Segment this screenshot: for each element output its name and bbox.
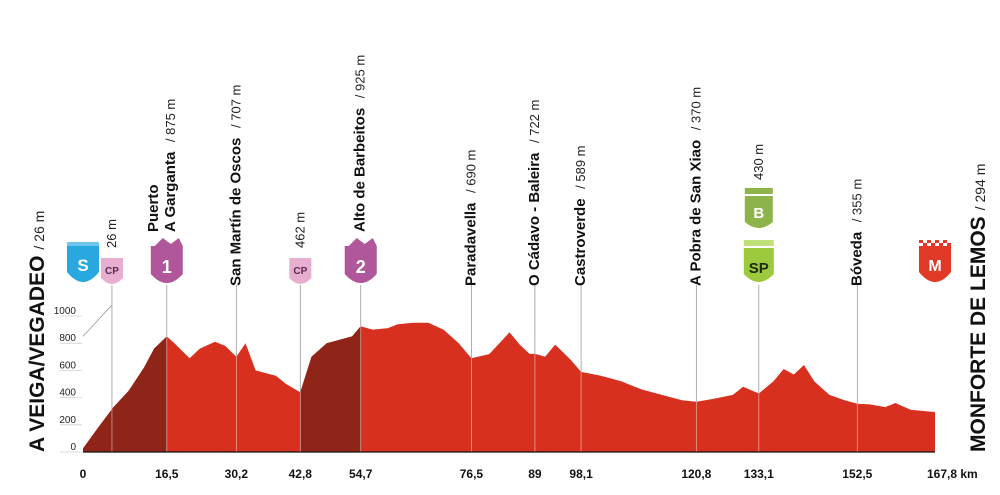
- waypoint-name: Castroverde: [572, 198, 589, 286]
- waypoint-altitude: / 690 m: [463, 150, 478, 197]
- start-altitude: / 26 m: [31, 211, 47, 250]
- start-town-name: A VEIGA/VEGADEO: [26, 256, 49, 452]
- checkpoint-badge-label: CP: [105, 266, 119, 277]
- finish-badge: [919, 246, 951, 282]
- waypoint-name: Bóveda: [848, 231, 865, 286]
- x-tick-label: 30,2: [225, 467, 249, 481]
- waypoint-name: San Martín de Oscos: [227, 138, 244, 286]
- x-tick-label: 133,1: [744, 467, 774, 481]
- finish-flag-check: [919, 240, 923, 243]
- x-tick-label: 76,5: [460, 467, 484, 481]
- x-tick-label: 42,8: [289, 467, 313, 481]
- climb-segment-area: [83, 336, 167, 452]
- profile-area-layer: [83, 322, 935, 452]
- finish-label: MONFORTE DE LEMOS / 294 m: [967, 164, 990, 452]
- sprint-badge: [743, 248, 774, 282]
- elevation-profile-area: [83, 322, 935, 452]
- waypoint-altitude: 26 m: [104, 219, 119, 248]
- waypoint-label: 430 m: [751, 144, 766, 180]
- waypoint-name: Paradavella: [462, 202, 479, 286]
- waypoint-label: 462 m: [292, 212, 307, 248]
- x-tick-label: 98,1: [569, 467, 593, 481]
- badge-layer: S CP 1 CP 2 B SP M: [67, 188, 951, 284]
- finish-badge-label: M: [928, 258, 941, 275]
- checkpoint-badge: [289, 258, 312, 284]
- finish-flag-check: [943, 240, 947, 243]
- x-tick-label: 0: [80, 467, 87, 481]
- climb-badge: [344, 246, 377, 283]
- climb-badge-label: 1: [162, 257, 172, 277]
- waypoint-name-line2: A Garganta: [162, 151, 179, 232]
- sprint-badge-top: [743, 240, 774, 246]
- waypoint-label: Bóveda / 355 m: [848, 179, 865, 286]
- waypoint-altitude: / 589 m: [573, 145, 588, 192]
- bonus-badge-top: [744, 188, 773, 194]
- climb-badge-peak: [154, 238, 183, 246]
- checkpoint-badge-label: CP: [293, 266, 307, 277]
- y-tick-label: 800: [59, 333, 76, 344]
- x-tick-label: 152,5: [842, 467, 872, 481]
- waypoint-label: O Cádavo - Baleira / 722 m: [526, 100, 543, 286]
- x-tick-label: 16,5: [155, 467, 179, 481]
- waypoint-label: Paradavella / 690 m: [462, 150, 479, 286]
- endpoint-label-layer: A VEIGA/VEGADEO / 26 m MONFORTE DE LEMOS / …: [26, 164, 990, 452]
- waypoint-altitude: 430 m: [751, 144, 766, 180]
- y-tick-label: 200: [59, 415, 76, 426]
- finish-flag-check: [923, 243, 927, 246]
- bonus-badge-label: B: [753, 205, 764, 222]
- start-label: A VEIGA/VEGADEO / 26 m: [26, 211, 49, 452]
- y-tick-label: 600: [59, 360, 76, 371]
- waypoint-altitude: / 707 m: [228, 85, 243, 132]
- waypoint-altitude: / 875 m: [163, 99, 178, 146]
- waypoint-altitude: / 355 m: [849, 179, 864, 226]
- finish-altitude: / 294 m: [972, 164, 988, 211]
- waypoint-name: A Pobra de San Xiao: [687, 140, 704, 286]
- waypoint-label: Castroverde / 589 m: [572, 145, 589, 286]
- y-tick-label: 0: [70, 442, 76, 453]
- waypoint-name: O Cádavo - Baleira: [526, 152, 543, 286]
- waypoint-lines-layer: [111, 285, 858, 452]
- waypoint-label: PuertoA Garganta / 875 m: [145, 99, 179, 232]
- finish-town-name: MONFORTE DE LEMOS: [967, 216, 990, 452]
- waypoint-label: Alto de Barbeitos / 925 m: [352, 55, 369, 232]
- climb-badge: [150, 246, 183, 283]
- climb-badge-label: 2: [356, 257, 366, 277]
- waypoint-name: Puerto: [145, 184, 162, 232]
- start-badge-label: S: [77, 256, 88, 275]
- start-badge-top: [67, 242, 99, 246]
- axis-layer: 0 16,5 30,2 42,8 54,7 76,5 89 98,1 120,8 133,1 152…: [80, 451, 978, 481]
- waypoint-label: 26 m: [104, 219, 119, 248]
- cp-leader-line: [82, 304, 113, 337]
- waypoint-label-layer: 26 m PuertoA Garganta / 875 m San Martín d…: [104, 55, 865, 286]
- climb-segment-area: [300, 326, 361, 452]
- waypoint-altitude: / 925 m: [353, 55, 368, 102]
- waypoint-label: A Pobra de San Xiao / 370 m: [687, 87, 704, 286]
- finish-flag-check: [927, 240, 931, 243]
- waypoint-altitude: / 370 m: [688, 87, 703, 134]
- waypoint-label: San Martín de Oscos / 707 m: [227, 85, 244, 286]
- x-tick-label: 89: [528, 467, 542, 481]
- bonus-badge: [744, 196, 773, 228]
- finish-flag-check: [931, 243, 935, 246]
- waypoint-altitude: / 722 m: [527, 100, 542, 147]
- start-badge: [67, 246, 99, 282]
- checkpoint-badge: [100, 258, 123, 284]
- x-tick-label: 54,7: [349, 467, 373, 481]
- waypoint-altitude: 462 m: [292, 212, 307, 248]
- y-tick-label: 1000: [54, 306, 77, 317]
- sprint-badge-label: SP: [749, 260, 769, 277]
- grid-layer: 1000 800 600 400 200 0: [54, 304, 113, 453]
- finish-flag-check: [939, 243, 943, 246]
- finish-flag-check: [935, 240, 939, 243]
- y-tick-label: 400: [59, 388, 76, 399]
- x-tick-label: 167,8 km: [927, 467, 978, 481]
- x-tick-label: 120,8: [681, 467, 711, 481]
- waypoint-name: Alto de Barbeitos: [352, 108, 369, 232]
- climb-badge-peak: [348, 238, 377, 246]
- finish-flag-check: [947, 243, 951, 246]
